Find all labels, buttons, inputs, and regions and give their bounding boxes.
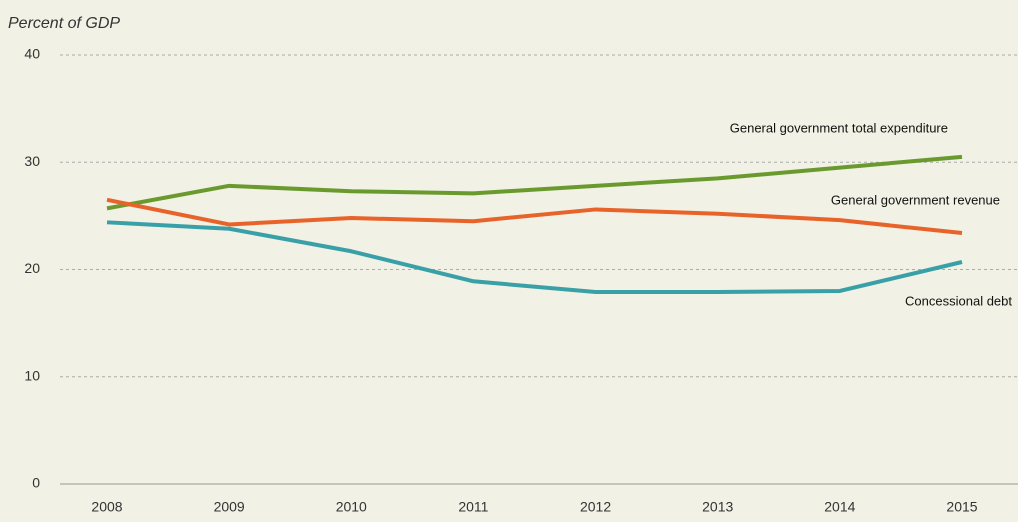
y-tick-label: 40 bbox=[24, 46, 40, 62]
y-tick-label: 10 bbox=[24, 367, 40, 383]
y-axis-title: Percent of GDP bbox=[8, 15, 120, 32]
y-tick-label: 20 bbox=[24, 260, 40, 276]
x-tick-label: 2010 bbox=[336, 499, 367, 515]
x-tick-label: 2008 bbox=[91, 499, 122, 515]
x-tick-label: 2015 bbox=[946, 499, 977, 515]
series-label: Concessional debt bbox=[905, 293, 1012, 308]
line bbox=[106, 220, 963, 295]
x-tick-label: 2014 bbox=[824, 499, 855, 515]
x-tick-label: 2011 bbox=[458, 499, 488, 515]
y-tick-label: 30 bbox=[24, 153, 40, 169]
x-tick-label: 2012 bbox=[580, 499, 611, 515]
x-tick-label: 2013 bbox=[702, 499, 733, 515]
series-label: General government total expenditure bbox=[730, 120, 948, 135]
y-tick-label: 0 bbox=[32, 475, 40, 491]
line bbox=[106, 197, 963, 236]
x-tick-label: 2009 bbox=[214, 499, 245, 515]
line bbox=[106, 154, 963, 211]
series-label: General government revenue bbox=[831, 192, 1000, 207]
